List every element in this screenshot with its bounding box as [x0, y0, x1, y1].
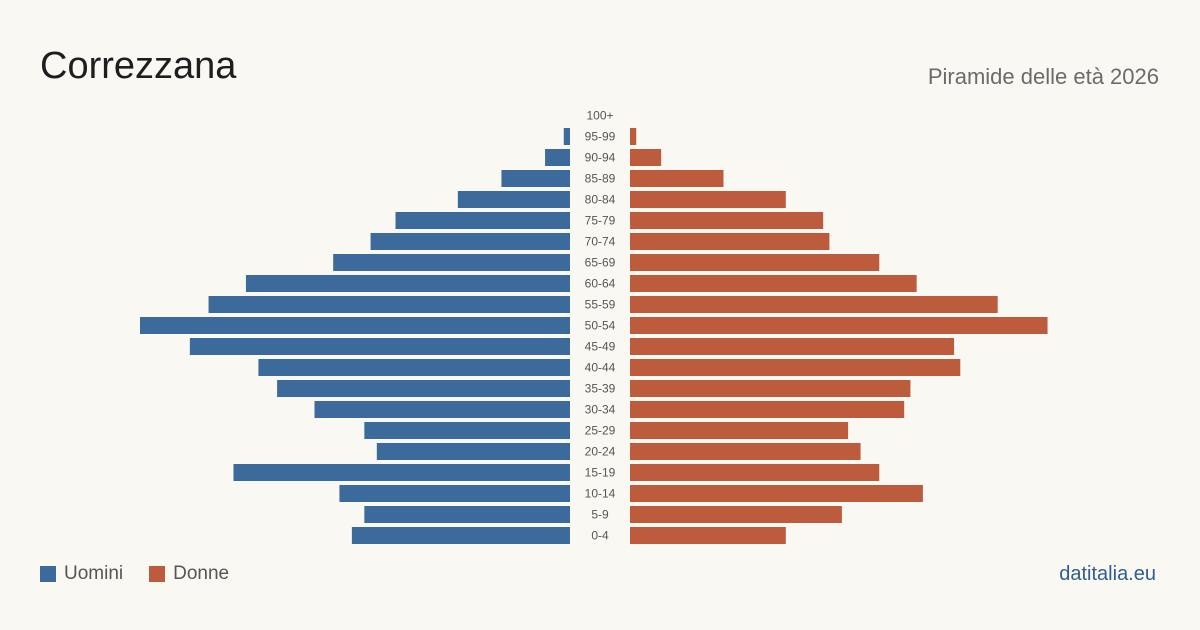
- bar-men-30-34: [314, 401, 570, 418]
- bar-women-55-59: [630, 296, 998, 313]
- bar-women-75-79: [630, 212, 824, 229]
- bar-women-70-74: [630, 233, 830, 250]
- site-link[interactable]: datitalia.eu: [1059, 563, 1156, 585]
- page-title: Correzzana: [40, 45, 237, 87]
- bar-women-20-24: [630, 443, 861, 460]
- bar-women-60-64: [630, 275, 917, 292]
- bar-men-70-74: [370, 233, 570, 250]
- bar-men-85-89: [501, 170, 570, 187]
- legend-label-women: Donne: [173, 563, 230, 584]
- legend-label-men: Uomini: [64, 563, 124, 584]
- age-label-65-69: 65-69: [585, 256, 616, 270]
- bar-men-65-69: [333, 254, 570, 271]
- age-label-50-54: 50-54: [585, 319, 616, 333]
- bar-women-0-4: [630, 527, 786, 544]
- bar-women-30-34: [630, 401, 905, 418]
- bar-women-45-49: [630, 338, 955, 355]
- legend: Uomini Donne: [40, 563, 255, 585]
- bar-women-85-89: [630, 170, 724, 187]
- population-pyramid-chart: 100+ 95-99 90-94 85-89 80-84 75-79 70-74 65-69 6…: [140, 109, 1048, 544]
- legend-item-women: Donne: [149, 563, 229, 585]
- age-label-55-59: 55-59: [585, 298, 616, 312]
- bar-women-50-54: [630, 317, 1048, 334]
- bar-men-50-54: [140, 317, 570, 334]
- age-label-100plus: 100+: [586, 109, 613, 123]
- bar-men-95-99: [563, 128, 570, 145]
- bar-men-90-94: [545, 149, 570, 166]
- age-labels: 100+ 95-99 90-94 85-89 80-84 75-79 70-74 65-69 6…: [585, 109, 616, 543]
- age-label-90-94: 90-94: [585, 151, 616, 165]
- legend-swatch-women: [149, 566, 166, 582]
- bar-women-65-69: [630, 254, 880, 271]
- bar-men-55-59: [208, 296, 570, 313]
- bars-men: [140, 128, 571, 544]
- legend-swatch-men: [40, 566, 56, 582]
- bar-women-80-84: [630, 191, 786, 208]
- bars-women: [630, 128, 1048, 544]
- age-label-45-49: 45-49: [585, 340, 616, 354]
- age-label-15-19: 15-19: [585, 466, 616, 480]
- age-label-25-29: 25-29: [585, 424, 616, 438]
- bar-women-15-19: [630, 464, 880, 481]
- bar-men-60-64: [245, 275, 571, 292]
- legend-item-men: Uomini: [40, 563, 123, 585]
- age-label-75-79: 75-79: [585, 214, 616, 228]
- bar-women-90-94: [630, 149, 662, 166]
- bar-men-15-19: [233, 464, 570, 481]
- bar-men-0-4: [351, 527, 570, 544]
- bar-women-95-99: [630, 128, 637, 145]
- bar-men-40-44: [258, 359, 570, 376]
- bar-women-5-9: [630, 506, 842, 523]
- age-label-35-39: 35-39: [585, 382, 616, 396]
- age-label-40-44: 40-44: [585, 361, 616, 375]
- age-label-5-9: 5-9: [591, 508, 609, 522]
- age-label-70-74: 70-74: [585, 235, 616, 249]
- bar-men-10-14: [339, 485, 570, 502]
- page-subtitle: Piramide delle età 2026: [927, 64, 1159, 89]
- bar-men-25-29: [364, 422, 570, 439]
- age-label-20-24: 20-24: [585, 445, 616, 459]
- age-label-95-99: 95-99: [585, 130, 616, 144]
- bar-men-80-84: [457, 191, 570, 208]
- bar-men-5-9: [364, 506, 570, 523]
- bar-women-35-39: [630, 380, 911, 397]
- bar-men-20-24: [376, 443, 570, 460]
- age-label-0-4: 0-4: [591, 529, 609, 543]
- age-label-60-64: 60-64: [585, 277, 616, 291]
- bar-men-35-39: [277, 380, 570, 397]
- age-label-30-34: 30-34: [585, 403, 616, 417]
- bar-women-25-29: [630, 422, 849, 439]
- age-label-80-84: 80-84: [585, 193, 616, 207]
- bar-men-45-49: [189, 338, 570, 355]
- bar-women-10-14: [630, 485, 923, 502]
- bar-men-75-79: [395, 212, 570, 229]
- age-label-10-14: 10-14: [585, 487, 616, 501]
- bar-women-40-44: [630, 359, 961, 376]
- age-label-85-89: 85-89: [585, 172, 616, 186]
